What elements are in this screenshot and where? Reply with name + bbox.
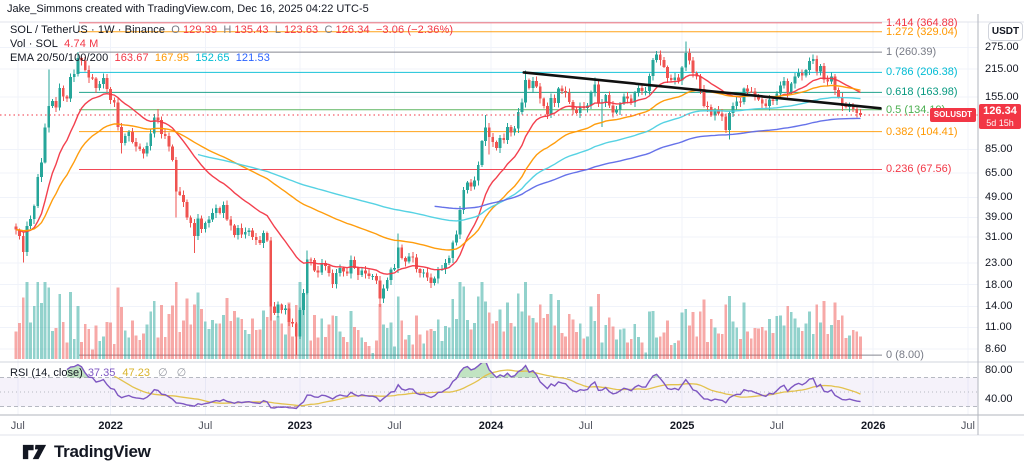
ohlc-open-label: O (171, 24, 180, 36)
ema100-value: 152.65 (195, 52, 230, 64)
ema-legend-row[interactable]: EMA 20/50/100/200 163.67 167.95 152.65 1… (10, 52, 273, 64)
time-axis-label: Jul (769, 420, 784, 432)
price-tick-label: 65.00 (985, 166, 1013, 179)
ohlc-change-value: −3.06 (−2.36%) (375, 24, 454, 36)
time-axis-label: Jul (387, 420, 402, 432)
price-tick-label: 18.00 (985, 278, 1013, 291)
ema200-value: 121.53 (235, 52, 270, 64)
ohlc-low-label: L (274, 24, 282, 36)
ohlc-high-value: 135.43 (234, 24, 269, 36)
price-tick-label: 23.00 (985, 257, 1013, 270)
rsi-empty-slot-icon: ∅ (176, 367, 187, 379)
fib-level-label: 1.272 (329.04) (886, 25, 958, 38)
time-axis-label: 2025 (669, 420, 695, 432)
time-axis-label: Jul (198, 420, 213, 432)
ohlc-low-value: 123.63 (284, 24, 319, 36)
price-tick-label: 85.00 (985, 143, 1013, 156)
rsi-value: 37.35 (87, 367, 116, 379)
time-axis-label: 2023 (287, 420, 313, 432)
price-tick-label: 49.00 (985, 191, 1013, 204)
rsi-title: RSI (14, close) (10, 367, 83, 379)
symbol-price-label: SOLUSDT (929, 108, 976, 122)
current-price-badge: 126.34 5d 15h (979, 104, 1021, 129)
rsi-ma-value: 47.23 (122, 367, 150, 379)
ohlc-open-value: 129.39 (182, 24, 218, 36)
rsi-legend-row[interactable]: RSI (14, close) 37.35 47.23 ∅ ∅ (10, 366, 189, 379)
time-axis-label: Jul (960, 420, 975, 432)
bar-close-countdown: 5d 15h (986, 118, 1014, 128)
symbol-title[interactable]: SOL / TetherUS · 1W · Binance (10, 24, 166, 36)
time-axis-label: Jul (10, 420, 25, 432)
price-tick-label: 11.00 (985, 321, 1012, 334)
current-price-value: 126.34 (983, 105, 1017, 117)
price-tick-label: 275.00 (985, 41, 1019, 54)
rsi-empty-slot-icon: ∅ (158, 367, 168, 379)
fib-level-label: 0.382 (104.41) (886, 125, 958, 138)
currency-unit-button[interactable]: USDT (988, 22, 1023, 41)
time-axis-label: 2022 (98, 420, 123, 432)
ema50-value: 167.95 (154, 52, 190, 64)
ohlc-close-label: C (324, 24, 333, 36)
rsi-tick-label: 40.00 (985, 393, 1013, 406)
price-tick-label: 39.00 (985, 211, 1013, 224)
tradingview-logo[interactable]: TradingView (22, 441, 151, 463)
rsi-tick-label: 80.00 (985, 364, 1013, 377)
attribution-text: Jake_Simmons created with TradingView.co… (7, 3, 369, 15)
tradingview-logo-text: TradingView (54, 442, 151, 461)
time-axis-label: 2024 (478, 420, 504, 432)
fib-level-label: 1 (260.39) (886, 46, 937, 59)
ema20-value: 163.67 (114, 52, 149, 64)
price-tick-label: 155.00 (985, 91, 1019, 104)
price-tick-label: 215.00 (985, 62, 1019, 75)
ohlc-close-value: 126.34 (335, 24, 370, 36)
ohlc-high-label: H (223, 24, 232, 36)
tradingview-logo-icon (22, 444, 47, 460)
volume-value: 4.74 M (64, 38, 99, 50)
fib-level-label: 0.786 (206.38) (886, 66, 958, 79)
fib-level-label: 0.618 (163.98) (886, 86, 958, 99)
fib-level-label: 0.236 (67.56) (886, 163, 952, 176)
fib-level-label: 1.414 (364.88) (886, 16, 958, 29)
volume-label: Vol · SOL (10, 38, 58, 50)
fib-level-label: 0 (8.00) (886, 349, 924, 362)
time-axis-label: Jul (578, 420, 593, 432)
price-tick-label: 14.00 (985, 300, 1013, 313)
price-tick-label: 8.60 (985, 342, 1007, 355)
ema-label: EMA 20/50/100/200 (10, 52, 109, 64)
time-axis-label: 2026 (860, 420, 886, 432)
price-tick-label: 31.00 (985, 231, 1013, 244)
volume-legend-row[interactable]: Vol · SOL 4.74 M (10, 38, 101, 50)
